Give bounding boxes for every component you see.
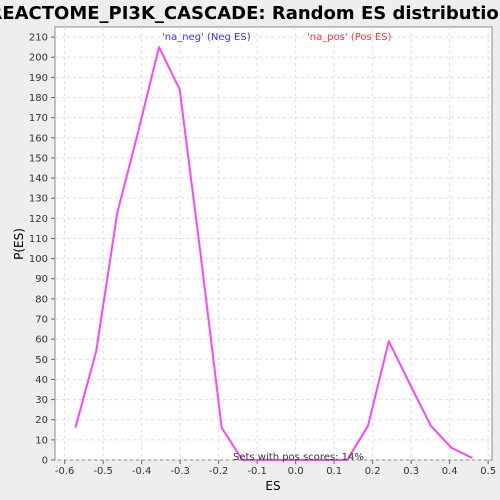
x-tick-label: -0.2 [209,466,229,477]
x-tick-label: 0.3 [403,466,419,477]
y-tick-label: 210 [29,33,48,44]
y-tick-label: 60 [35,335,48,346]
y-tick-label: 70 [35,315,48,326]
x-tick-label: -0.1 [247,466,267,477]
x-axis-title: ES [265,479,280,493]
y-tick-label: 190 [29,73,48,84]
y-axis: 0 10 20 30 40 50 60 70 80 90 100 110 120 130 140 150 160… [29,33,55,467]
y-tick-label: 80 [35,294,48,305]
x-tick-label: 0.0 [288,466,304,477]
y-tick-label: 10 [35,435,48,446]
y-tick-label: 160 [29,133,48,144]
plot-area [54,26,493,461]
y-tick-label: 40 [35,375,48,386]
x-tick-label: 0.5 [480,466,496,477]
y-tick-label: 140 [29,174,48,185]
x-tick-label: -0.3 [170,466,190,477]
x-tick-label: 0.1 [326,466,342,477]
x-axis: -0.6 -0.5 -0.4 -0.3 -0.2 -0.1 0.0 0.1 0.2 0.3 0.4 0… [55,460,496,477]
y-axis-title: P(ES) [12,228,26,260]
x-tick-label: -0.5 [93,466,113,477]
y-tick-label: 170 [29,113,48,124]
y-tick-label: 130 [29,194,48,205]
x-tick-label: -0.6 [55,466,75,477]
series-layer [74,46,473,461]
x-tick-label: -0.4 [132,466,152,477]
es-distribution-line [74,46,473,461]
y-tick-label: 150 [29,153,48,164]
x-tick-label: 0.4 [442,466,458,477]
chart-title: REACTOME_PI3K_CASCADE: Random ES distrib… [0,3,500,24]
y-tick-label: 30 [35,395,48,406]
y-tick-label: 110 [29,234,48,245]
y-tick-label: 100 [29,254,48,265]
pos-scores-note: Sets with pos scores: 14% [233,452,364,463]
x-tick-label: 0.2 [365,466,381,477]
y-tick-label: 200 [29,53,48,64]
y-tick-label: 180 [29,93,48,104]
legend-neg-label: 'na_neg' (Neg ES) [162,32,251,43]
y-tick-label: 90 [35,274,48,285]
legend-pos-label: 'na_pos' (Pos ES) [307,32,392,43]
y-tick-label: 0 [42,456,48,467]
y-tick-label: 20 [35,415,48,426]
y-tick-label: 120 [29,214,48,225]
y-tick-label: 50 [35,355,48,366]
